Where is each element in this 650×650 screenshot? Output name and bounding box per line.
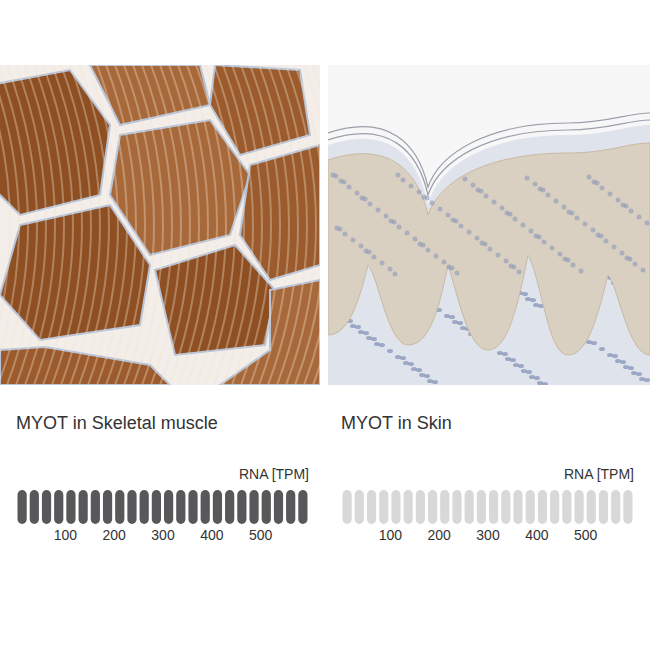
- html-text:MYOT in Skin: MYOT in Skin: [341, 413, 452, 433]
- svg-text:500: 500: [249, 527, 273, 543]
- svg-text:200: 200: [427, 527, 451, 543]
- svg-text:400: 400: [525, 527, 549, 543]
- html-text:RNA [TPM]: RNA [TPM]: [239, 466, 309, 482]
- svg-text:300: 300: [476, 527, 500, 543]
- svg-text:400: 400: [200, 527, 224, 543]
- html-text:RNA [TPM]: RNA [TPM]: [564, 466, 634, 482]
- svg-text:100: 100: [379, 527, 403, 543]
- svg-text:500: 500: [574, 527, 598, 543]
- svg-text:200: 200: [102, 527, 126, 543]
- svg-text:300: 300: [151, 527, 175, 543]
- html-text:MYOT in Skeletal muscle: MYOT in Skeletal muscle: [16, 413, 218, 433]
- svg-text:100: 100: [54, 527, 78, 543]
